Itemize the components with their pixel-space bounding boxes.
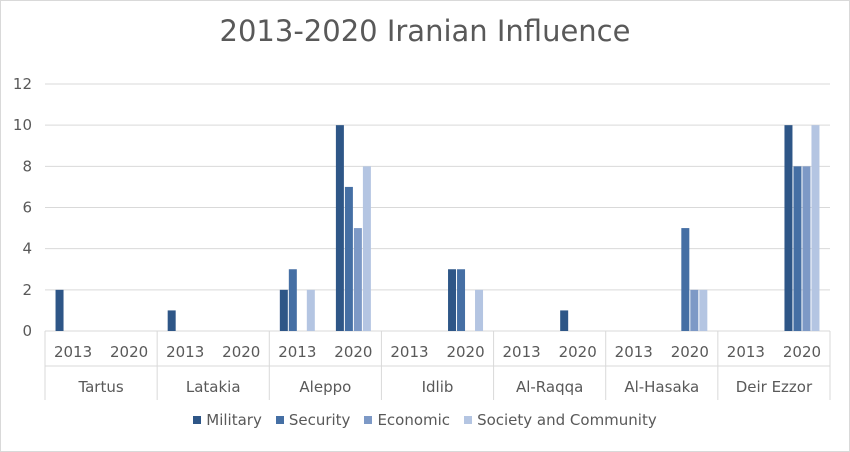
- y-tick-label: 6: [22, 199, 32, 217]
- x-year-label: 2020: [783, 343, 821, 361]
- x-category-label: Al-Hasaka: [624, 378, 699, 396]
- x-year-label: 2013: [727, 343, 765, 361]
- legend-label: Society and Community: [477, 411, 657, 429]
- bar-military: [279, 289, 288, 331]
- legend-item: Security: [275, 411, 351, 429]
- x-year-label: 2013: [615, 343, 653, 361]
- x-year-label: 2020: [334, 343, 372, 361]
- x-category-label: Aleppo: [299, 378, 351, 396]
- chart-title: 2013-2020 Iranian Influence: [219, 14, 631, 48]
- bar-economic: [802, 166, 811, 331]
- chart-legend: Military Security Economic Society and Comm…: [0, 411, 850, 429]
- x-year-label: 2020: [559, 343, 597, 361]
- x-year-label: 2013: [503, 343, 541, 361]
- legend-label: Security: [288, 411, 351, 429]
- bar-society-and-community: [699, 289, 708, 331]
- bar-military: [784, 125, 793, 332]
- bar-security: [344, 186, 353, 331]
- legend-item: Society and Community: [464, 411, 657, 429]
- x-year-label: 2020: [671, 343, 709, 361]
- bar-military: [448, 269, 457, 331]
- bar-society-and-community: [306, 289, 315, 331]
- bar-military: [335, 125, 344, 332]
- y-tick-label: 10: [13, 116, 32, 134]
- x-year-label: 2013: [390, 343, 428, 361]
- y-tick-label: 0: [22, 322, 32, 340]
- bar-society-and-community: [362, 166, 371, 331]
- bar-security: [288, 269, 297, 331]
- y-tick-label: 2: [22, 281, 32, 299]
- bar-security: [457, 269, 466, 331]
- bar-security: [681, 228, 690, 331]
- legend-swatch: [275, 416, 284, 424]
- bar-military: [55, 289, 64, 331]
- x-year-label: 2013: [166, 343, 204, 361]
- x-category-label: Latakia: [186, 378, 241, 396]
- bar-military: [167, 310, 176, 331]
- bar-military: [560, 310, 569, 331]
- bar-society-and-community: [811, 125, 820, 332]
- x-category-label: Deir Ezzor: [736, 378, 813, 396]
- legend-label: Economic: [377, 411, 451, 429]
- bar-society-and-community: [475, 289, 484, 331]
- y-tick-label: 12: [13, 75, 32, 93]
- y-tick-label: 8: [22, 157, 32, 175]
- x-year-label: 2013: [54, 343, 92, 361]
- legend-swatch: [364, 416, 373, 424]
- bar-security: [793, 166, 802, 331]
- y-tick-label: 4: [22, 240, 32, 258]
- legend-label: Military: [206, 411, 262, 429]
- x-year-label: 2013: [278, 343, 316, 361]
- x-year-label: 2020: [222, 343, 260, 361]
- legend-item: Economic: [364, 411, 450, 429]
- bar-economic: [353, 228, 362, 331]
- x-year-label: 2020: [446, 343, 484, 361]
- x-category-label: Idlib: [422, 378, 454, 396]
- legend-swatch: [193, 416, 202, 424]
- legend-swatch: [464, 416, 473, 424]
- x-year-label: 2020: [110, 343, 148, 361]
- x-category-label: Al-Raqqa: [516, 378, 583, 396]
- legend-item: Military: [193, 411, 262, 429]
- bar-economic: [690, 289, 699, 331]
- x-category-label: Tartus: [77, 378, 123, 396]
